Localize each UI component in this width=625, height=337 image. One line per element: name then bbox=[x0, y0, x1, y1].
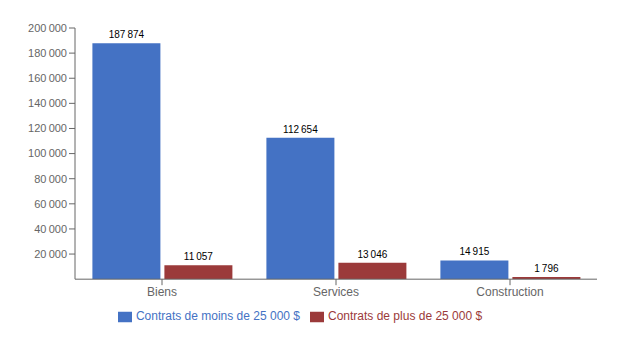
svg-text:1 796: 1 796 bbox=[534, 263, 559, 274]
svg-text:180 000: 180 000 bbox=[28, 47, 67, 59]
svg-text:120 000: 120 000 bbox=[28, 122, 67, 134]
svg-text:100 000: 100 000 bbox=[28, 147, 67, 159]
svg-text:40 000: 40 000 bbox=[34, 223, 67, 235]
svg-text:60 000: 60 000 bbox=[34, 198, 67, 210]
svg-text:11 057: 11 057 bbox=[184, 251, 214, 262]
html-text:Contrats de plus de 25 000 $: Contrats de plus de 25 000 $ bbox=[328, 309, 483, 324]
svg-text:14 915: 14 915 bbox=[459, 246, 489, 257]
svg-text:200 000: 200 000 bbox=[28, 22, 67, 34]
svg-text:Construction: Construction bbox=[476, 285, 543, 299]
html-text:Contrats de moins de 25 000 $: Contrats de moins de 25 000 $ bbox=[135, 309, 300, 324]
svg-text:20 000: 20 000 bbox=[34, 248, 67, 260]
svg-text:13 046: 13 046 bbox=[357, 249, 387, 260]
svg-text:160 000: 160 000 bbox=[28, 72, 67, 84]
svg-text:80 000: 80 000 bbox=[34, 173, 67, 185]
svg-text:140 000: 140 000 bbox=[28, 97, 67, 109]
svg-text:Biens: Biens bbox=[147, 285, 177, 299]
svg-text:187 874: 187 874 bbox=[109, 29, 145, 40]
svg-text:112 654: 112 654 bbox=[283, 124, 318, 135]
svg-text:Services: Services bbox=[313, 285, 359, 299]
